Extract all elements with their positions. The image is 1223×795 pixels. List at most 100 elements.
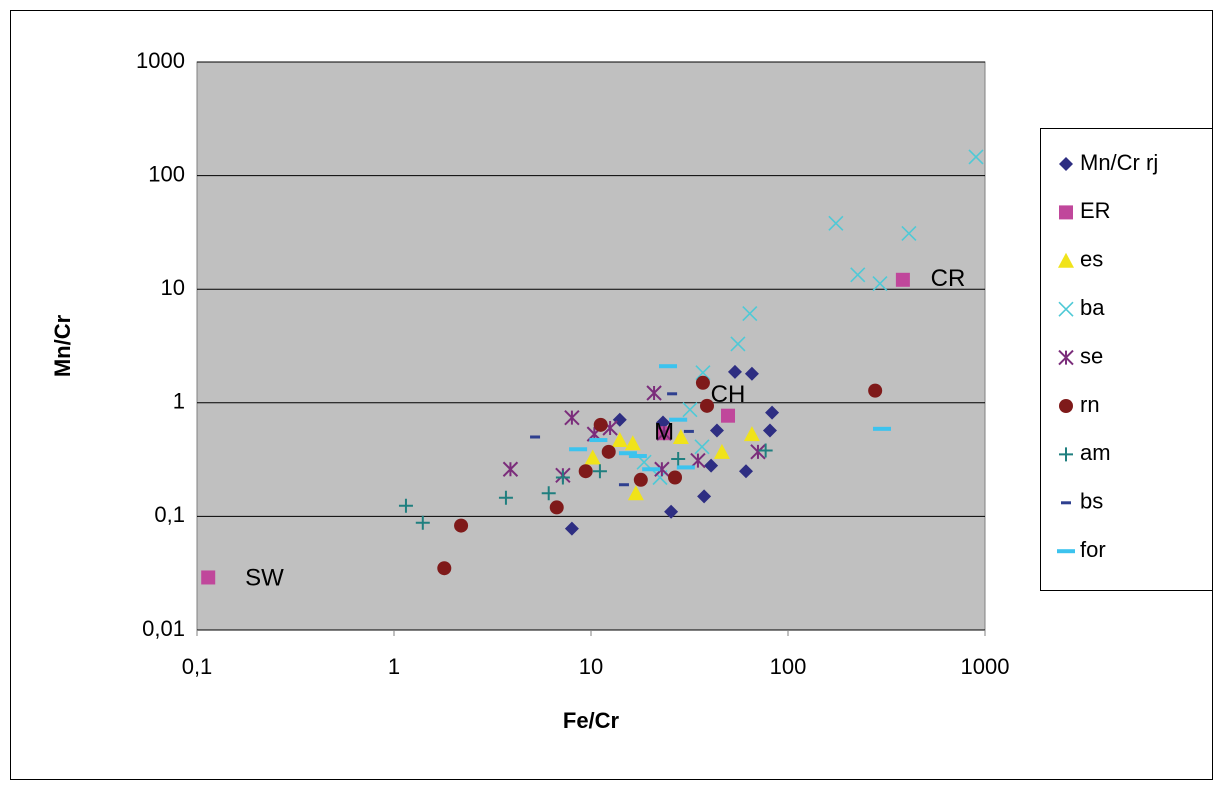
point [201, 570, 216, 585]
marker-shape [592, 464, 607, 479]
marker-shape [704, 458, 719, 473]
point [730, 336, 746, 352]
y-axis-title: Mn/Cr [50, 314, 75, 377]
point [437, 561, 452, 576]
point [656, 425, 672, 441]
marker-shape [730, 336, 746, 352]
point [709, 423, 724, 438]
marker-shape [654, 461, 670, 477]
point [555, 470, 570, 485]
marker-shape [895, 272, 910, 287]
marker-shape [633, 472, 648, 487]
point [564, 521, 579, 536]
marker-shape [669, 417, 688, 422]
x-tick-label: 10 [579, 654, 603, 679]
point [656, 415, 671, 430]
point [589, 438, 608, 443]
marker-shape [828, 215, 844, 231]
marker-shape [646, 385, 662, 401]
legend-marker [1059, 399, 1073, 413]
legend-label: ba [1080, 295, 1105, 320]
point [530, 435, 541, 439]
marker-shape [683, 429, 694, 433]
marker-shape [502, 461, 519, 477]
x-tick-label: 1 [388, 654, 400, 679]
marker-shape [656, 425, 672, 441]
marker-shape [1059, 399, 1073, 413]
marker-shape [541, 486, 556, 501]
annotation: CR [931, 265, 966, 292]
annotation: M [654, 419, 674, 446]
marker-shape [627, 485, 644, 501]
marker-shape [611, 432, 628, 448]
point [672, 428, 689, 444]
legend-label: am [1080, 440, 1111, 465]
y-tick-label: 0,1 [154, 502, 185, 527]
marker-shape [624, 435, 641, 451]
marker-shape [709, 423, 724, 438]
marker-shape [589, 438, 608, 443]
marker-shape [584, 449, 601, 465]
marker-shape [850, 267, 866, 283]
marker-shape [569, 447, 588, 452]
legend-label: rn [1080, 392, 1100, 417]
marker-shape [676, 465, 695, 470]
marker-shape [868, 383, 883, 398]
point [646, 385, 662, 401]
marker-shape [642, 467, 661, 472]
point [502, 461, 519, 477]
legend-label: bs [1080, 489, 1103, 514]
point [828, 215, 844, 231]
marker-shape [699, 398, 714, 413]
marker-shape [1061, 501, 1071, 505]
point [627, 485, 644, 501]
point [872, 276, 888, 292]
marker-shape [415, 515, 430, 530]
y-tick-label: 100 [148, 161, 185, 186]
point [618, 451, 637, 456]
point [498, 490, 513, 505]
point [611, 432, 628, 448]
marker-shape [593, 417, 608, 432]
y-tick-label: 1 [173, 389, 185, 414]
marker-shape [671, 452, 686, 467]
point [901, 225, 917, 241]
x-axis-title: Fe/Cr [563, 708, 620, 733]
point [694, 439, 710, 455]
point [669, 417, 688, 422]
legend-marker [1058, 301, 1074, 317]
point [762, 423, 777, 438]
point [697, 489, 712, 504]
point [642, 467, 661, 472]
marker-shape [498, 490, 513, 505]
legend-label: es [1080, 247, 1103, 272]
point [695, 375, 710, 390]
point [541, 486, 556, 501]
point [895, 272, 910, 287]
point [699, 398, 714, 413]
point [742, 306, 758, 322]
marker-shape [762, 423, 777, 438]
point [564, 409, 580, 426]
point [868, 383, 883, 398]
marker-shape [1059, 157, 1073, 171]
marker-shape [750, 444, 766, 460]
legend-label: Mn/Cr rj [1080, 150, 1158, 175]
legend-marker [1059, 205, 1073, 220]
point [592, 464, 607, 479]
point [454, 518, 469, 533]
marker-shape [618, 483, 629, 487]
marker-shape [727, 364, 742, 379]
legend-marker [1058, 349, 1074, 366]
point [872, 426, 891, 431]
point [584, 449, 601, 465]
point [671, 452, 686, 467]
point [624, 435, 641, 451]
x-tick-label: 0,1 [182, 654, 213, 679]
y-tick-label: 10 [161, 275, 185, 300]
legend-marker [1058, 252, 1074, 268]
marker-shape [656, 415, 671, 430]
legend-label: ER [1080, 198, 1111, 223]
point [721, 408, 736, 423]
